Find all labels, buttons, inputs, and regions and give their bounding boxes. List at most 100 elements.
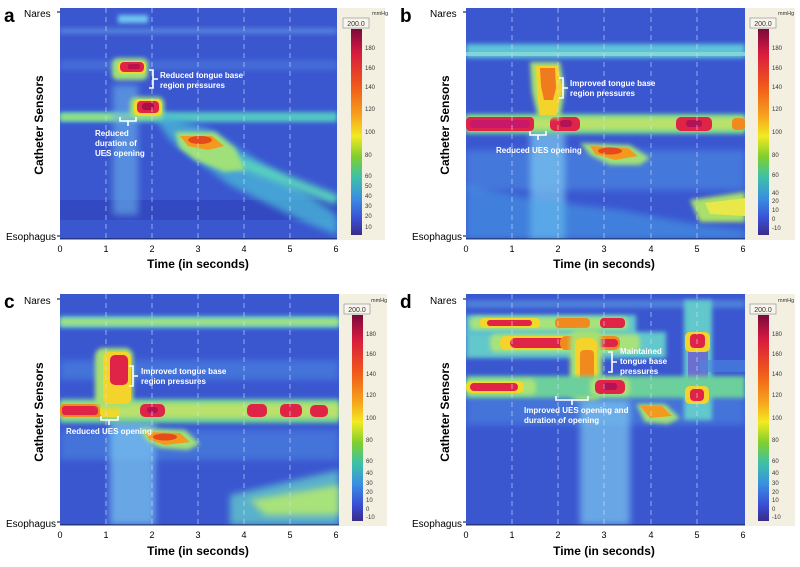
colorbar-tick: 20 — [772, 199, 779, 205]
annotation-line: UES opening — [95, 149, 145, 158]
gridlines-d — [511, 294, 698, 525]
panel-label: c — [4, 292, 15, 313]
annotation-line: Reduced — [95, 129, 129, 138]
x-tick-label: 3 — [601, 244, 606, 254]
x-tick-label: 2 — [149, 530, 154, 540]
annotation-line: tongue base — [620, 357, 668, 366]
colorbar-tick: 30 — [772, 481, 779, 487]
colorbar-d: mmHg 200.0 180 160 140 120 100 80 60 40 … — [745, 294, 795, 526]
colorbar-tick: 80 — [365, 153, 372, 159]
panel-label: a — [4, 6, 15, 27]
colorbar-tick: 10 — [365, 225, 372, 231]
y-axis-label: Catheter Sensors — [32, 362, 46, 462]
annotation-line: Maintained — [620, 347, 662, 356]
colorbar-tick: 20 — [772, 490, 779, 496]
y-axis-label: Catheter Sensors — [32, 75, 46, 175]
panel-a: a Nares Esophagus Catheter Sensors — [4, 6, 388, 271]
colorbar-tick: 60 — [772, 173, 779, 179]
colorbar-tick: 40 — [772, 191, 779, 197]
colorbar-tick: -10 — [772, 515, 781, 521]
colorbar-tick: 40 — [772, 471, 779, 477]
colorbar-tick: 140 — [365, 85, 376, 91]
y-bottom-label: Esophagus — [412, 519, 462, 530]
colorbar-max: 200.0 — [754, 307, 772, 314]
x-tick-label: 2 — [555, 530, 560, 540]
x-axis-b: 0 1 2 3 4 5 6 Time (in seconds) — [463, 238, 746, 271]
colorbar-tick: 120 — [772, 393, 783, 399]
annotations-a: Reduced tongue base region pressures Redu… — [95, 69, 244, 158]
heatmap-a — [60, 8, 337, 239]
x-tick-label: 1 — [103, 530, 108, 540]
y-axis-label: Catheter Sensors — [438, 362, 452, 462]
colorbar-tick: 60 — [365, 174, 372, 180]
annotation: Improved tongue base region pressures — [570, 79, 656, 98]
colorbar-tick: 80 — [366, 438, 373, 444]
x-tick-label: 3 — [195, 530, 200, 540]
colorbar-tick: 180 — [366, 332, 377, 338]
gridlines-b — [511, 8, 698, 239]
colorbar-tick: 100 — [366, 416, 377, 422]
y-top-label: Nares — [24, 296, 51, 307]
colorbar-tick: 100 — [365, 130, 376, 136]
colorbar-tick: 0 — [772, 217, 776, 223]
panel-d: d Nares Esophagus Catheter Sensors — [400, 292, 795, 558]
colorbar-max: 200.0 — [348, 307, 366, 314]
annotation-line: duration of — [95, 139, 137, 148]
colorbar-max: 200.0 — [754, 21, 772, 28]
x-axis-c: 0 1 2 3 4 5 6 Time (in seconds) — [57, 524, 339, 558]
x-tick-label: 4 — [648, 530, 653, 540]
x-axis-label: Time (in seconds) — [553, 257, 655, 271]
annotation: Improved UES opening and duration of open… — [524, 406, 629, 425]
colorbar-tick: 120 — [366, 393, 377, 399]
gridlines-a — [105, 8, 291, 239]
x-tick-label: 6 — [333, 530, 338, 540]
annotations-c: Improved tongue base region pressures Red… — [66, 365, 227, 436]
colorbar-unit: mmHg — [372, 11, 388, 17]
colorbar-c: mmHg 200.0 180 160 140 120 100 80 60 40 … — [339, 294, 387, 526]
colorbar-unit: mmHg — [778, 11, 794, 17]
colorbar-tick: 140 — [772, 85, 783, 91]
x-tick-label: 6 — [333, 244, 338, 254]
x-tick-label: 1 — [103, 244, 108, 254]
x-tick-label: 5 — [694, 530, 699, 540]
annotation: Reduced UES opening — [496, 146, 582, 155]
colorbar-tick: 80 — [772, 438, 779, 444]
x-tick-label: 2 — [555, 244, 560, 254]
panel-label: d — [400, 292, 412, 313]
colorbar-tick: 160 — [772, 352, 783, 358]
annotation-line: region pressures — [160, 81, 225, 90]
x-axis-label: Time (in seconds) — [553, 544, 655, 558]
colorbar-tick: 60 — [772, 459, 779, 465]
x-axis-label: Time (in seconds) — [147, 544, 249, 558]
colorbar-tick: 0 — [772, 507, 776, 513]
x-tick-label: 0 — [463, 244, 468, 254]
annotation: Reduced duration of UES opening — [95, 129, 145, 158]
x-axis-d: 0 1 2 3 4 5 6 Time (in seconds) — [463, 524, 746, 558]
x-tick-label: 2 — [149, 244, 154, 254]
x-tick-label: 0 — [57, 244, 62, 254]
colorbar-tick: -10 — [772, 226, 781, 232]
x-tick-label: 5 — [287, 530, 292, 540]
x-axis-label: Time (in seconds) — [147, 257, 249, 271]
heatmap-b — [466, 8, 745, 239]
colorbar-unit: mmHg — [778, 298, 794, 304]
heatmap-d — [466, 294, 745, 525]
annotation-line: Improved tongue base — [141, 367, 227, 376]
colorbar-tick: 50 — [365, 184, 372, 190]
y-axis-label: Catheter Sensors — [438, 75, 452, 175]
x-tick-label: 3 — [601, 530, 606, 540]
annotation: Reduced UES opening — [66, 427, 152, 436]
colorbar-tick: 120 — [365, 107, 376, 113]
colorbar-tick: 20 — [366, 490, 373, 496]
colorbar-tick: 140 — [772, 372, 783, 378]
y-top-label: Nares — [430, 296, 457, 307]
x-tick-label: 6 — [740, 530, 745, 540]
annotation-line: Improved tongue base — [570, 79, 656, 88]
annotation-line: Improved UES opening and — [524, 406, 629, 415]
annotation-line: pressures — [620, 367, 659, 376]
x-tick-label: 6 — [740, 244, 745, 254]
colorbar-tick: 160 — [772, 66, 783, 72]
colorbar-tick: 20 — [365, 214, 372, 220]
colorbar-tick: 80 — [772, 153, 779, 159]
panel-b: b Nares Esophagus Catheter Sensors — [400, 6, 795, 271]
